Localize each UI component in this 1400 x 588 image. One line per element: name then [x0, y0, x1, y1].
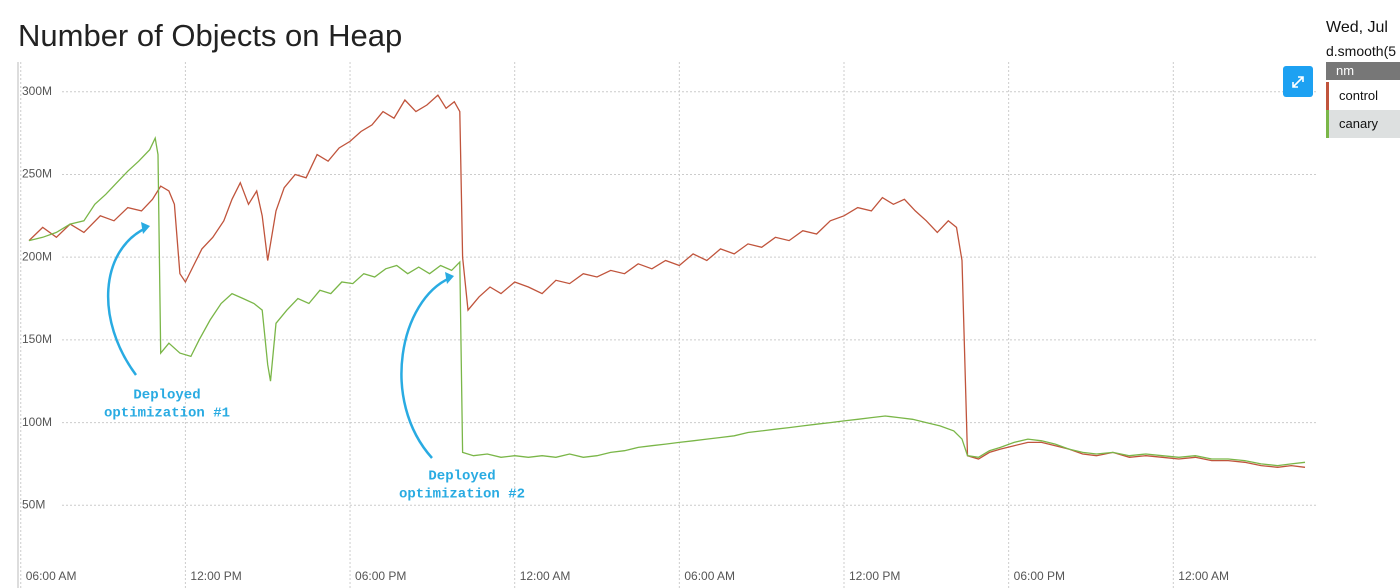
annotation: Deployed [428, 469, 495, 485]
y-tick-label: 200M [22, 249, 52, 263]
chart-title: Number of Objects on Heap [18, 18, 402, 53]
panel-date: Wed, Jul [1326, 19, 1388, 36]
annotation: Deployed [133, 388, 200, 404]
x-tick-label: 12:00 AM [520, 569, 571, 583]
y-tick-label: 50M [22, 497, 45, 511]
annotation-arrow [400, 276, 451, 459]
legend-panel: Wed, Jul d.smooth(5 nm control canary [1320, 0, 1400, 588]
x-tick-label: 12:00 PM [190, 569, 241, 583]
x-tick-label: 12:00 PM [849, 569, 900, 583]
chart: Number of Objects on Heap 50M 100M 150M 200… [17, 18, 1316, 588]
x-tick-label: 06:00 PM [1014, 569, 1065, 583]
series-line [28, 94, 1306, 468]
annotation: optimization #1 [104, 406, 230, 422]
x-tick-label: 06:00 AM [26, 569, 77, 583]
y-tick-label: 150M [22, 332, 52, 346]
x-tick-label: 06:00 PM [355, 569, 406, 583]
expand-button[interactable] [1283, 66, 1313, 97]
lines [28, 94, 1306, 468]
legend-entry[interactable]: canary [1326, 110, 1400, 138]
x-tick-label: 12:00 AM [1178, 569, 1229, 583]
annotation-arrowhead [141, 222, 150, 234]
annotation-arrowhead [445, 272, 454, 284]
x-tick-label: 06:00 AM [684, 569, 735, 583]
panel-query: d.smooth(5 [1326, 43, 1397, 59]
y-tick-label: 300M [22, 84, 52, 98]
legend-header: nm [1326, 62, 1400, 80]
annotation: optimization #2 [399, 487, 525, 503]
annotation-arrow [106, 226, 147, 376]
legend-entry[interactable]: control [1326, 82, 1400, 110]
y-tick-label: 100M [22, 415, 52, 429]
grid: 50M 100M 150M 200M 250M 300M 06:00 AM 12:00 PM 0… [20, 62, 1316, 588]
series-line [28, 135, 1306, 467]
expand-icon [1292, 76, 1304, 88]
y-tick-label: 250M [22, 167, 52, 181]
